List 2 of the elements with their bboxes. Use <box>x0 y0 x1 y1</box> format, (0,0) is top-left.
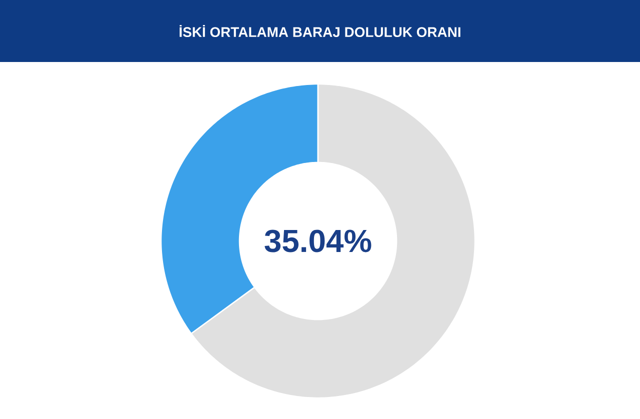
chart-title: İSKİ ORTALAMA BARAJ DOLULUK ORANI <box>180 24 460 38</box>
data-label: 35.04% <box>264 230 372 252</box>
